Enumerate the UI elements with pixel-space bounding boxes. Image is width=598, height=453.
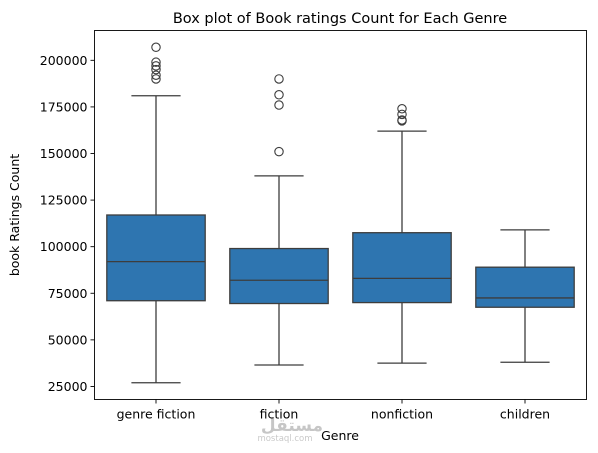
watermark: مستقل mostaql.com (257, 416, 323, 444)
outlier-point (397, 104, 407, 114)
y-tick-label: 150000 (40, 146, 88, 161)
x-tick-label: children (500, 407, 550, 422)
watermark-arabic: مستقل (261, 416, 323, 436)
y-axis-ticks: 25000 50000 75000 100000 125000 150000 175000 2… (40, 53, 95, 394)
outlier-point (151, 64, 161, 75)
x-axis-ticks: genre fiction fiction nonfiction children (117, 399, 550, 422)
outlier-point (274, 100, 284, 110)
outlier-point (397, 109, 407, 120)
outlier-point (151, 70, 161, 80)
outlier-point (151, 61, 161, 71)
box-group (475, 229, 575, 363)
y-tick-label: 200000 (40, 53, 88, 68)
y-tick-label: 100000 (40, 239, 88, 254)
x-tick-label: fiction (260, 407, 299, 422)
outlier-point (274, 74, 284, 84)
y-axis-label: book Ratings Count (7, 154, 22, 276)
outlier-point (274, 90, 284, 100)
outlier-point (151, 42, 161, 53)
box-group (229, 74, 329, 366)
y-tick-label: 75000 (48, 286, 88, 301)
plot-area (106, 42, 575, 384)
y-tick-label: 50000 (48, 332, 88, 347)
x-axis-label: Genre (321, 428, 359, 443)
outlier-point (151, 57, 161, 67)
box-group (106, 42, 206, 384)
box-iqr (229, 247, 329, 305)
plot-frame (94, 30, 587, 400)
chart-title: Box plot of Book ratings Count for Each … (173, 11, 507, 27)
box-iqr (475, 266, 575, 308)
outlier-point (397, 115, 407, 125)
y-tick-label: 25000 (48, 379, 88, 394)
y-tick-label: 175000 (40, 99, 88, 114)
x-tick-label: genre fiction (117, 407, 196, 422)
box-iqr (352, 232, 452, 304)
box-iqr (106, 214, 206, 302)
outlier-point (274, 146, 284, 157)
outlier-point (151, 74, 161, 84)
y-tick-label: 125000 (40, 193, 88, 208)
watermark-latin: mostaql.com (257, 434, 312, 444)
box-group (352, 104, 452, 364)
x-tick-label: nonfiction (371, 407, 433, 422)
